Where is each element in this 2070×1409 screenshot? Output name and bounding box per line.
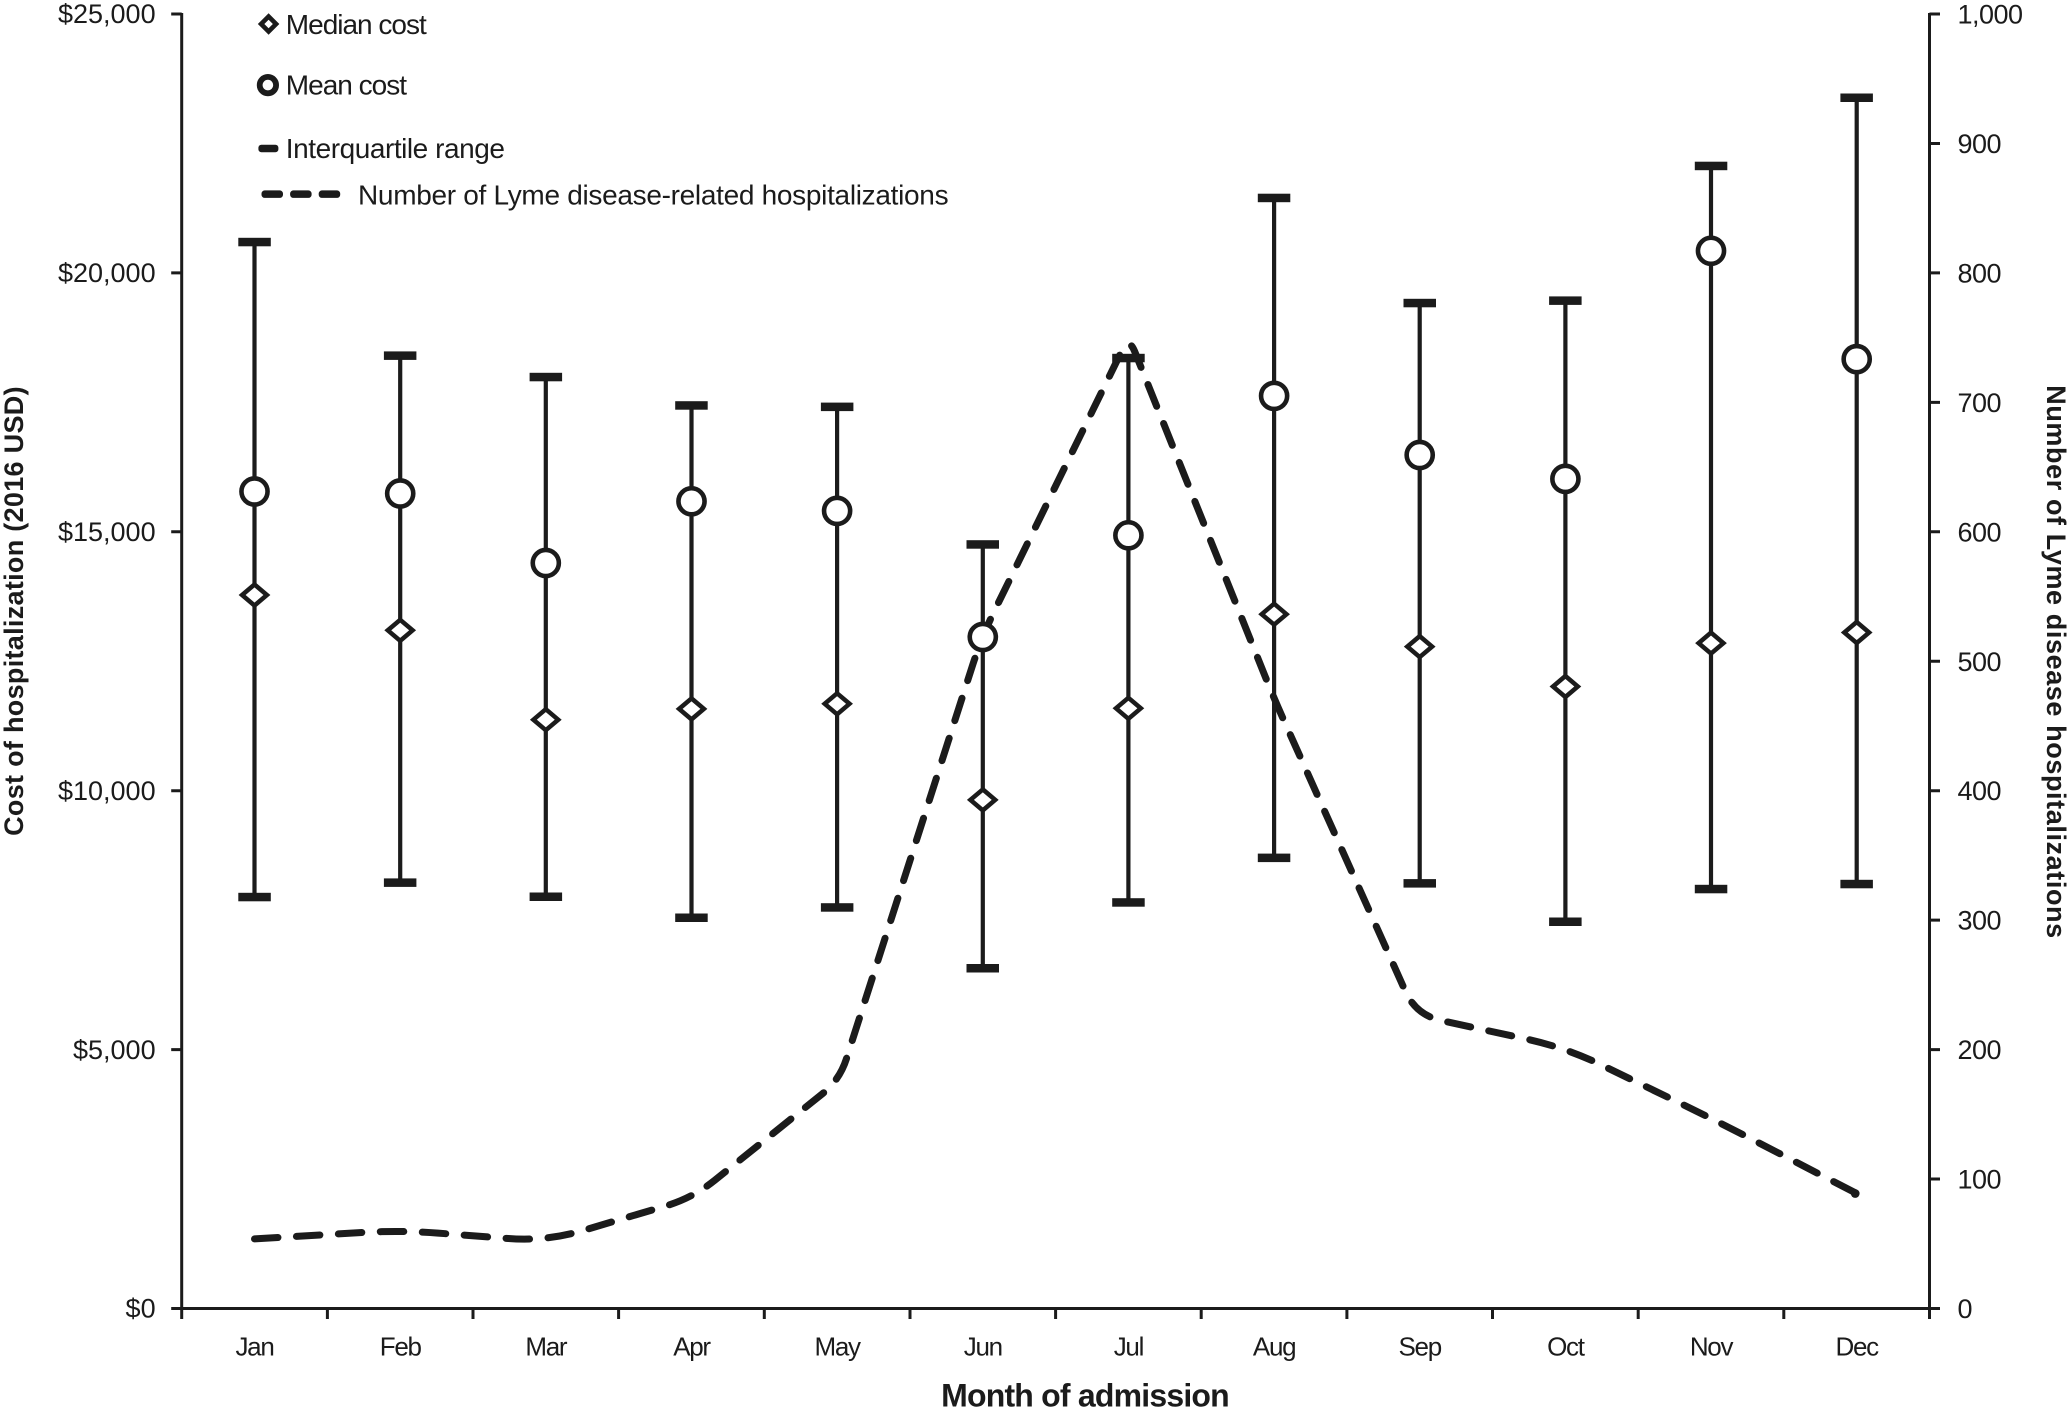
svg-text:Mar: Mar (525, 1332, 568, 1362)
svg-text:Apr: Apr (673, 1332, 711, 1362)
svg-text:Mean cost: Mean cost (286, 70, 407, 101)
svg-text:Sep: Sep (1399, 1332, 1442, 1362)
svg-text:$0: $0 (126, 1294, 156, 1324)
svg-text:$5,000: $5,000 (73, 1035, 156, 1065)
svg-text:Number of Lyme disease-related: Number of Lyme disease-related hospitali… (358, 180, 948, 211)
svg-text:May: May (814, 1332, 861, 1362)
svg-text:600: 600 (1958, 517, 2002, 547)
svg-text:0: 0 (1958, 1294, 1973, 1324)
svg-text:$25,000: $25,000 (58, 0, 156, 29)
svg-text:Dec: Dec (1836, 1332, 1880, 1362)
svg-text:$10,000: $10,000 (58, 776, 156, 806)
svg-text:$20,000: $20,000 (58, 258, 156, 288)
svg-text:Feb: Feb (380, 1332, 422, 1362)
svg-text:$15,000: $15,000 (58, 517, 156, 547)
svg-text:Jan: Jan (235, 1332, 273, 1362)
svg-text:Nov: Nov (1690, 1332, 1734, 1362)
svg-text:Oct: Oct (1547, 1332, 1586, 1362)
svg-text:Aug: Aug (1253, 1332, 1295, 1362)
svg-text:300: 300 (1958, 906, 2002, 936)
svg-text:1,000: 1,000 (1958, 0, 2023, 30)
svg-text:Median cost: Median cost (286, 9, 427, 40)
svg-text:800: 800 (1958, 258, 2002, 288)
svg-text:Cost of hospitalization (2016: Cost of hospitalization (2016 USD) (0, 386, 29, 836)
svg-text:Jun: Jun (964, 1332, 1002, 1362)
svg-text:Month of admission: Month of admission (941, 1378, 1229, 1409)
svg-text:Interquartile range: Interquartile range (286, 133, 505, 164)
svg-text:400: 400 (1958, 776, 2002, 806)
svg-text:500: 500 (1958, 647, 2002, 677)
svg-text:100: 100 (1958, 1165, 2002, 1195)
svg-text:Jul: Jul (1114, 1332, 1144, 1362)
svg-text:200: 200 (1958, 1035, 2002, 1065)
svg-text:900: 900 (1958, 129, 2002, 159)
svg-text:Number of Lyme disease hospita: Number of Lyme disease hospitalizations (2041, 385, 2070, 939)
svg-text:700: 700 (1958, 388, 2002, 418)
